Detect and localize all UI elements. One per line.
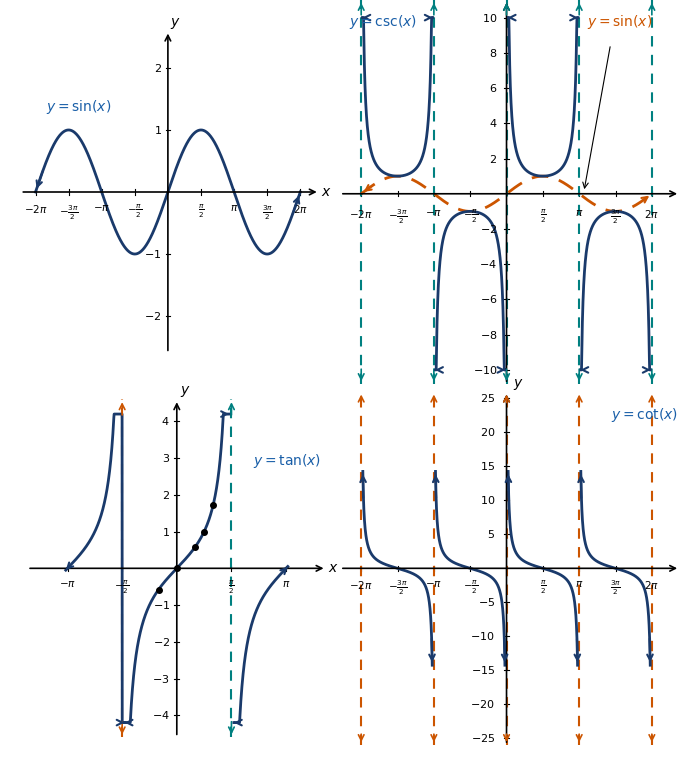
Text: $\pi$: $\pi$ <box>282 579 290 589</box>
Text: $20$: $20$ <box>479 426 495 439</box>
Text: $1$: $1$ <box>162 525 170 538</box>
Text: $10$: $10$ <box>482 12 497 24</box>
Text: $y = \sin(x)$: $y = \sin(x)$ <box>588 13 653 31</box>
Text: $-3$: $-3$ <box>152 673 170 684</box>
Text: $-2\pi$: $-2\pi$ <box>350 578 373 591</box>
Text: $\frac{\pi}{2}$: $\frac{\pi}{2}$ <box>539 578 546 595</box>
Text: $-\frac{\pi}{2}$: $-\frac{\pi}{2}$ <box>462 578 478 595</box>
Text: $-15$: $-15$ <box>471 664 495 677</box>
Text: $\frac{\pi}{2}$: $\frac{\pi}{2}$ <box>198 204 204 220</box>
Text: $-\frac{3\pi}{2}$: $-\frac{3\pi}{2}$ <box>388 208 407 227</box>
Text: $-2$: $-2$ <box>144 310 162 322</box>
Text: $y = \sin(x)$: $y = \sin(x)$ <box>46 98 111 117</box>
Text: $-2\pi$: $-2\pi$ <box>350 208 373 220</box>
Text: $-20$: $-20$ <box>471 698 495 710</box>
Text: $\frac{3\pi}{2}$: $\frac{3\pi}{2}$ <box>610 208 621 227</box>
Text: $-4$: $-4$ <box>479 258 497 270</box>
Text: $-\frac{\pi}{2}$: $-\frac{\pi}{2}$ <box>462 208 478 225</box>
Text: $-\pi$: $-\pi$ <box>59 579 76 589</box>
Text: $-25$: $-25$ <box>471 732 495 744</box>
Text: $25$: $25$ <box>480 392 495 405</box>
Text: $-6$: $-6$ <box>479 293 497 306</box>
Text: $10$: $10$ <box>479 495 495 506</box>
Text: $-1$: $-1$ <box>152 599 170 611</box>
Text: $\frac{3\pi}{2}$: $\frac{3\pi}{2}$ <box>610 578 621 597</box>
Text: $2\pi$: $2\pi$ <box>645 208 660 220</box>
Text: $-1$: $-1$ <box>144 248 162 260</box>
Text: $2$: $2$ <box>490 153 497 164</box>
Text: $\pi$: $\pi$ <box>575 208 583 218</box>
Text: $-\pi$: $-\pi$ <box>93 204 110 214</box>
Text: $-\pi$: $-\pi$ <box>425 578 443 588</box>
Text: $-\frac{3\pi}{2}$: $-\frac{3\pi}{2}$ <box>388 578 407 597</box>
Text: $\frac{\pi}{2}$: $\frac{\pi}{2}$ <box>228 579 235 597</box>
Text: $-\frac{\pi}{2}$: $-\frac{\pi}{2}$ <box>127 204 142 220</box>
Text: $3$: $3$ <box>162 452 170 464</box>
Text: $4$: $4$ <box>489 118 497 129</box>
Text: $-2$: $-2$ <box>480 223 497 235</box>
Text: $8$: $8$ <box>489 47 497 59</box>
Text: $y$: $y$ <box>180 384 191 399</box>
Text: $\frac{3\pi}{2}$: $\frac{3\pi}{2}$ <box>262 204 273 222</box>
Text: $-\frac{3\pi}{2}$: $-\frac{3\pi}{2}$ <box>58 204 78 222</box>
Text: $-8$: $-8$ <box>479 329 497 341</box>
Text: $2$: $2$ <box>162 489 170 501</box>
Text: $-2$: $-2$ <box>152 636 170 647</box>
Text: $y$: $y$ <box>170 15 181 31</box>
Text: $y$: $y$ <box>513 376 524 392</box>
Text: $x$: $x$ <box>321 185 331 199</box>
Text: $2\pi$: $2\pi$ <box>645 578 660 591</box>
Text: $1$: $1$ <box>154 124 162 136</box>
Text: $4$: $4$ <box>161 415 170 428</box>
Text: $x$: $x$ <box>328 561 339 575</box>
Text: $y = \cot(x)$: $y = \cot(x)$ <box>611 406 677 424</box>
Text: $2$: $2$ <box>154 62 162 74</box>
Text: $-2\pi$: $-2\pi$ <box>24 204 48 215</box>
Text: $6$: $6$ <box>489 82 497 94</box>
Text: $-5$: $-5$ <box>477 596 495 608</box>
Text: $-\frac{\pi}{2}$: $-\frac{\pi}{2}$ <box>114 579 130 597</box>
Text: $-10$: $-10$ <box>471 631 495 642</box>
Text: $\pi$: $\pi$ <box>575 578 583 588</box>
Text: $15$: $15$ <box>480 460 495 472</box>
Text: $\pi$: $\pi$ <box>230 204 238 214</box>
Text: $\frac{\pi}{2}$: $\frac{\pi}{2}$ <box>539 208 546 225</box>
Text: $y = \tan(x)$: $y = \tan(x)$ <box>254 452 322 471</box>
Text: $-10$: $-10$ <box>473 364 497 376</box>
Text: $-\pi$: $-\pi$ <box>425 208 443 218</box>
Text: $5$: $5$ <box>487 528 495 541</box>
Text: $2\pi$: $2\pi$ <box>293 204 308 215</box>
Text: $y = \csc(x)$: $y = \csc(x)$ <box>350 13 417 31</box>
Text: $-4$: $-4$ <box>152 709 170 721</box>
